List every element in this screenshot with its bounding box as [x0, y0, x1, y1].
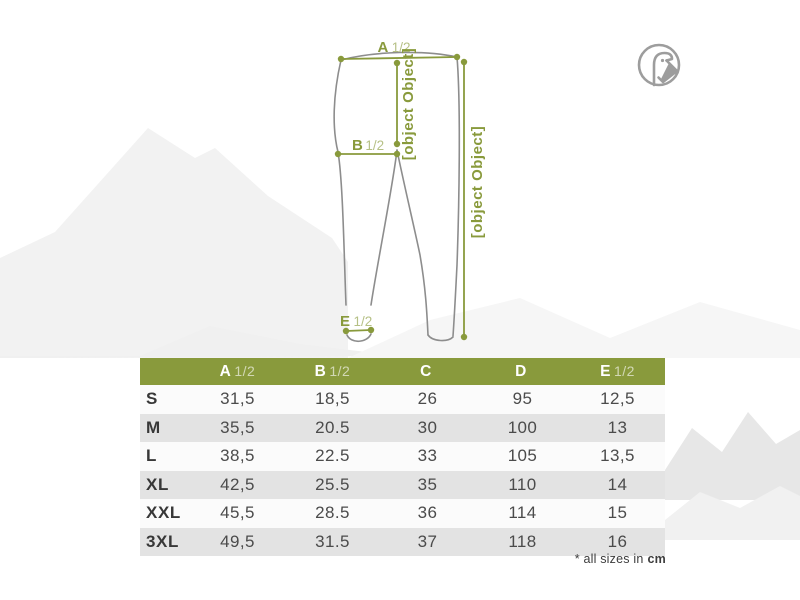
value-d: 95 — [512, 389, 533, 409]
logo-circle — [637, 43, 681, 87]
value-b: 18,5 — [315, 389, 350, 409]
table-row-l: L 38,5 22.5 33 105 13,5 — [140, 442, 665, 471]
value-c: 33 — [417, 446, 438, 466]
value-d: 110 — [508, 474, 537, 494]
brand-logo — [637, 43, 681, 87]
value-a: 49,5 — [220, 531, 255, 551]
mountain-ridge-right-low — [665, 486, 800, 540]
value-c: 37 — [417, 531, 438, 551]
value-d: 114 — [508, 503, 537, 523]
size-label: L — [146, 446, 157, 466]
header-b-letter: B — [314, 362, 327, 380]
value-e: 16 — [607, 531, 628, 551]
ibex-eye — [660, 58, 665, 63]
value-e: 13 — [607, 417, 628, 437]
table-row-m: M 35,5 20.5 30 100 13 — [140, 413, 665, 442]
mountain-ridge-mid — [0, 326, 400, 358]
header-d-letter: D — [515, 362, 527, 380]
value-e: 12,5 — [600, 389, 635, 409]
table-row-3xl: 3XL 49,5 31.5 37 118 16 — [140, 527, 665, 556]
size-label: M — [146, 417, 161, 437]
value-c: 36 — [417, 503, 438, 523]
value-a: 45,5 — [220, 503, 255, 523]
header-e-fraction: 1/2 — [613, 362, 635, 379]
value-b: 31.5 — [315, 531, 350, 551]
footnote-unit: cm — [647, 552, 666, 566]
value-a: 35,5 — [220, 417, 255, 437]
header-e-letter: E — [600, 362, 611, 380]
mountain-ridge-right-near — [665, 412, 800, 500]
ibex-icon — [637, 43, 681, 87]
value-c: 30 — [417, 417, 438, 437]
value-c: 35 — [417, 474, 438, 494]
value-e: 14 — [607, 474, 628, 494]
header-c-letter: C — [420, 362, 432, 380]
value-a: 38,5 — [220, 446, 255, 466]
mountain-peak-left — [0, 128, 348, 358]
value-a: 42,5 — [220, 474, 255, 494]
size-table-header-row: A 1/2 B 1/2 C D E 1/2 — [140, 358, 665, 385]
size-label: XL — [146, 474, 169, 494]
header-cell-e: E 1/2 — [570, 363, 665, 381]
value-d: 105 — [507, 446, 538, 466]
value-e: 15 — [607, 503, 628, 523]
mountain-ridge-right-far — [348, 298, 800, 358]
value-b: 25.5 — [315, 474, 350, 494]
value-b: 28.5 — [315, 503, 350, 523]
header-a-letter: A — [219, 362, 232, 380]
value-e: 13,5 — [600, 446, 635, 466]
table-row-xxl: XXL 45,5 28.5 36 114 15 — [140, 499, 665, 528]
header-a-fraction: 1/2 — [234, 362, 256, 379]
table-row-s: S 31,5 18,5 26 95 12,5 — [140, 385, 665, 414]
value-d: 100 — [507, 417, 538, 437]
header-cell-d: D — [475, 363, 570, 381]
units-footnote: * all sizes in cm — [575, 552, 666, 566]
table-row-xl: XL 42,5 25.5 35 110 14 — [140, 470, 665, 499]
value-b: 20.5 — [315, 417, 350, 437]
header-cell-c: C — [380, 363, 475, 381]
ibex-muzzle — [661, 63, 677, 82]
value-a: 31,5 — [220, 389, 255, 409]
footnote-text: * all sizes in — [574, 552, 644, 566]
size-label: XXL — [146, 503, 181, 523]
header-cell-b: B 1/2 — [285, 363, 380, 381]
header-b-fraction: 1/2 — [329, 362, 351, 379]
size-table: A 1/2 B 1/2 C D E 1/2 S 31,5 18,5 26 95 12,… — [140, 358, 665, 556]
size-label: 3XL — [146, 531, 179, 551]
ibex-horn — [652, 51, 674, 87]
value-b: 22.5 — [315, 446, 350, 466]
value-d: 118 — [508, 531, 537, 551]
size-label: S — [146, 389, 158, 409]
header-cell-a: A 1/2 — [190, 363, 285, 381]
value-c: 26 — [417, 389, 438, 409]
